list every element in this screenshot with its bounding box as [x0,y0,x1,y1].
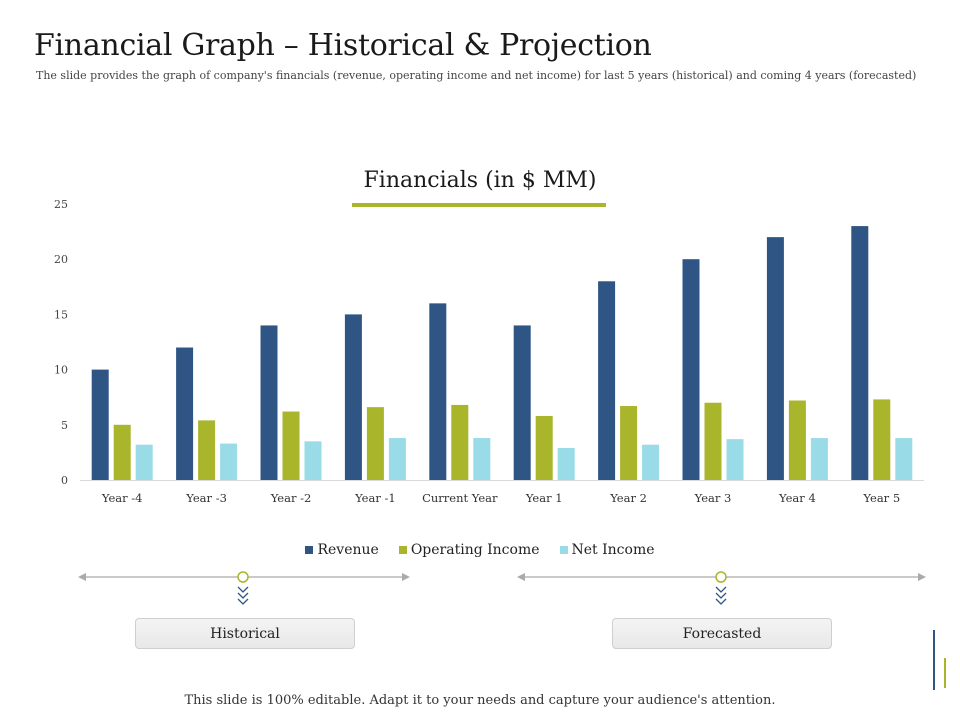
decorative-line-blue [933,630,935,690]
legend-swatch-operating-income [398,546,407,554]
y-tick-label: 10 [54,364,68,377]
bar-operating-income-year-1 [535,415,553,480]
bar-operating-income-year-1 [366,407,384,480]
bar-net-income-year-1 [388,438,406,480]
bar-operating-income-year-5 [873,399,891,480]
bar-net-income-year-3 [220,443,238,480]
x-tick-label: Year 3 [694,491,732,505]
chart-title: Financials (in $ MM) [363,168,597,193]
legend-swatch-revenue [305,546,314,554]
page-title: Financial Graph – Historical & Projectio… [34,28,652,63]
footer-note: This slide is 100% editable. Adapt it to… [184,693,776,708]
bar-operating-income-year-2 [282,411,300,480]
x-tick-label: Year -4 [101,491,143,505]
bar-net-income-year-1 [557,447,575,480]
legend-label-net-income: Net Income [571,542,655,558]
x-tick-label: Year 4 [778,491,816,505]
x-tick-label: Current Year [422,491,498,505]
financials-bar-chart: 0 5 10 15 20 25 Year -4 Year -3 Year -2 Year -1 Cu… [54,198,924,505]
historical-marker-icon [237,571,249,583]
x-tick-label: Year 2 [609,491,647,505]
legend-swatch-net-income [559,546,568,554]
bar-net-income-year-5 [895,438,913,480]
bar-revenue-year-5 [851,226,869,480]
y-tick-label: 20 [54,253,68,266]
x-tick-label: Year 5 [862,491,900,505]
historical-chevron-down-icon [237,586,249,605]
x-tick-label: Year -2 [270,491,312,505]
bar-revenue-year-2 [260,325,278,480]
bar-net-income-current-year [473,438,491,480]
period-arrows [78,571,926,605]
bar-net-income-year-4 [135,444,153,480]
y-tick-label: 5 [61,419,68,432]
bar-revenue-year-3 [176,347,194,480]
bar-operating-income-current-year [451,404,469,480]
bar-revenue-year-4 [766,237,784,480]
bar-revenue-year-2 [598,281,616,480]
historical-label-box: Historical [135,618,355,649]
bar-operating-income-year-4 [113,424,131,480]
bar-net-income-year-2 [304,441,322,480]
chart-legend: Revenue Operating Income Net Income [0,542,960,558]
x-tick-label: Year -1 [354,491,396,505]
decorative-line-green [944,658,946,688]
y-tick-label: 15 [54,308,68,321]
bar-net-income-year-4 [810,438,828,480]
bar-operating-income-year-4 [788,400,806,480]
forecasted-label: Forecasted [682,625,762,642]
bar-operating-income-year-3 [198,420,216,480]
bar-operating-income-year-2 [620,406,638,480]
bar-operating-income-year-3 [704,402,722,480]
bar-revenue-year-4 [91,369,109,480]
bar-revenue-year-1 [344,314,362,480]
x-tick-label: Year 1 [525,491,563,505]
forecasted-chevron-down-icon [715,586,727,605]
forecasted-marker-icon [715,571,727,583]
y-tick-label: 0 [61,474,68,487]
bar-revenue-current-year [429,303,447,480]
page-subtitle: The slide provides the graph of company'… [36,69,917,82]
x-tick-label: Year -3 [185,491,227,505]
legend-item-revenue: Revenue [305,542,379,558]
legend-label-revenue: Revenue [317,542,379,558]
bar-net-income-year-2 [642,444,660,480]
bar-revenue-year-1 [513,325,531,480]
legend-item-operating-income: Operating Income [398,542,540,558]
forecasted-label-box: Forecasted [612,618,832,649]
legend-label-operating-income: Operating Income [410,542,540,558]
bar-net-income-year-3 [726,439,744,480]
legend-item-net-income: Net Income [559,542,655,558]
chart-title-underline [352,203,606,207]
bar-revenue-year-3 [682,259,700,480]
y-tick-label: 25 [54,198,68,211]
historical-label: Historical [210,625,280,642]
